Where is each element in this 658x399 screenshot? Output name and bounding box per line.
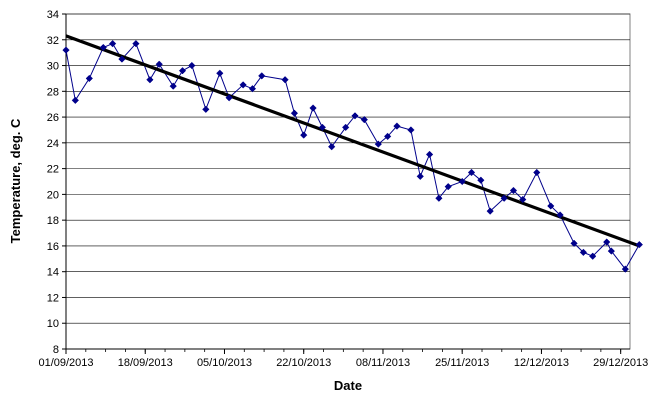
data-point — [407, 126, 415, 134]
data-point — [603, 238, 611, 246]
data-point — [290, 109, 299, 117]
trendline — [65, 34, 640, 248]
data-point — [71, 96, 79, 104]
y-tick-label: 18 — [47, 215, 59, 227]
y-tick-label: 28 — [47, 86, 59, 98]
data-point — [393, 122, 401, 130]
series — [62, 34, 643, 273]
data-point — [155, 60, 163, 68]
x-axis: 01/09/2013 18/09/2013 05/10/2013 22/10/2013… — [38, 348, 648, 369]
data-point — [435, 194, 443, 202]
data-point — [118, 55, 126, 63]
data-point — [146, 76, 154, 84]
data-point — [132, 39, 140, 48]
data-point — [62, 46, 70, 54]
data-point — [635, 240, 643, 249]
data-point — [383, 132, 392, 141]
data-point — [309, 104, 317, 112]
data-point — [509, 186, 518, 195]
data-point — [477, 176, 485, 184]
data-point — [547, 202, 555, 210]
x-tick-label: 29/12/2013 — [593, 357, 648, 369]
data-point — [169, 82, 177, 90]
y-tick-label: 14 — [47, 267, 59, 279]
data-point — [556, 211, 564, 219]
data-point — [178, 67, 187, 75]
data-point — [281, 76, 289, 84]
x-tick-label: 25/11/2013 — [435, 357, 489, 369]
data-point — [318, 123, 327, 132]
x-tick-label: 22/10/2013 — [276, 357, 331, 369]
x-tick-label: 01/09/2013 — [38, 357, 93, 369]
plot-area — [65, 13, 631, 350]
data-point — [621, 265, 629, 273]
data-point — [99, 43, 107, 52]
y-tick-label: 24 — [47, 138, 59, 150]
data-point — [467, 168, 476, 177]
y-tick-label: 32 — [47, 35, 59, 47]
x-tick-label: 05/10/2013 — [197, 357, 252, 369]
y-tick-label: 8 — [53, 344, 59, 356]
series-line — [65, 42, 640, 270]
data-point — [570, 239, 578, 247]
data-point — [108, 39, 117, 48]
data-point — [239, 81, 247, 89]
data-point — [188, 61, 196, 70]
data-point — [248, 85, 257, 93]
data-point — [85, 74, 93, 83]
data-point — [300, 131, 308, 139]
data-point — [342, 123, 350, 132]
y-tick-label: 26 — [47, 112, 59, 124]
y-tick-label: 10 — [47, 318, 59, 330]
y-tick-label: 20 — [47, 189, 59, 201]
data-point — [216, 69, 224, 77]
y-axis: 8 10 12 14 16 18 20 22 24 26 28 30 32 34 — [47, 9, 67, 356]
y-tick-label: 22 — [47, 164, 59, 176]
data-point — [458, 177, 466, 186]
data-point — [328, 143, 336, 151]
data-point — [444, 183, 452, 191]
x-tick-label: 18/09/2013 — [118, 357, 173, 369]
data-point — [519, 195, 527, 204]
data-point — [360, 116, 368, 124]
data-point — [351, 112, 359, 120]
y-tick-label: 30 — [47, 61, 59, 73]
data-point — [258, 72, 266, 80]
data-point — [374, 140, 382, 148]
data-point — [533, 168, 541, 177]
data-point — [425, 150, 434, 159]
data-point — [416, 172, 424, 180]
data-point — [225, 94, 233, 102]
y-tick-label: 34 — [47, 9, 59, 21]
x-tick-label: 12/12/2013 — [514, 357, 569, 369]
x-tick-label: 08/11/2013 — [356, 357, 410, 369]
data-point — [579, 248, 588, 257]
y-tick-label: 12 — [47, 292, 59, 304]
data-point — [589, 252, 597, 260]
data-point — [486, 207, 494, 215]
data-point — [607, 247, 616, 255]
data-point — [202, 105, 210, 113]
data-point — [500, 194, 508, 202]
y-axis-title: Temperature, deg. C — [8, 118, 23, 243]
y-tick-label: 16 — [47, 241, 59, 253]
x-axis-title: Date — [334, 378, 362, 393]
